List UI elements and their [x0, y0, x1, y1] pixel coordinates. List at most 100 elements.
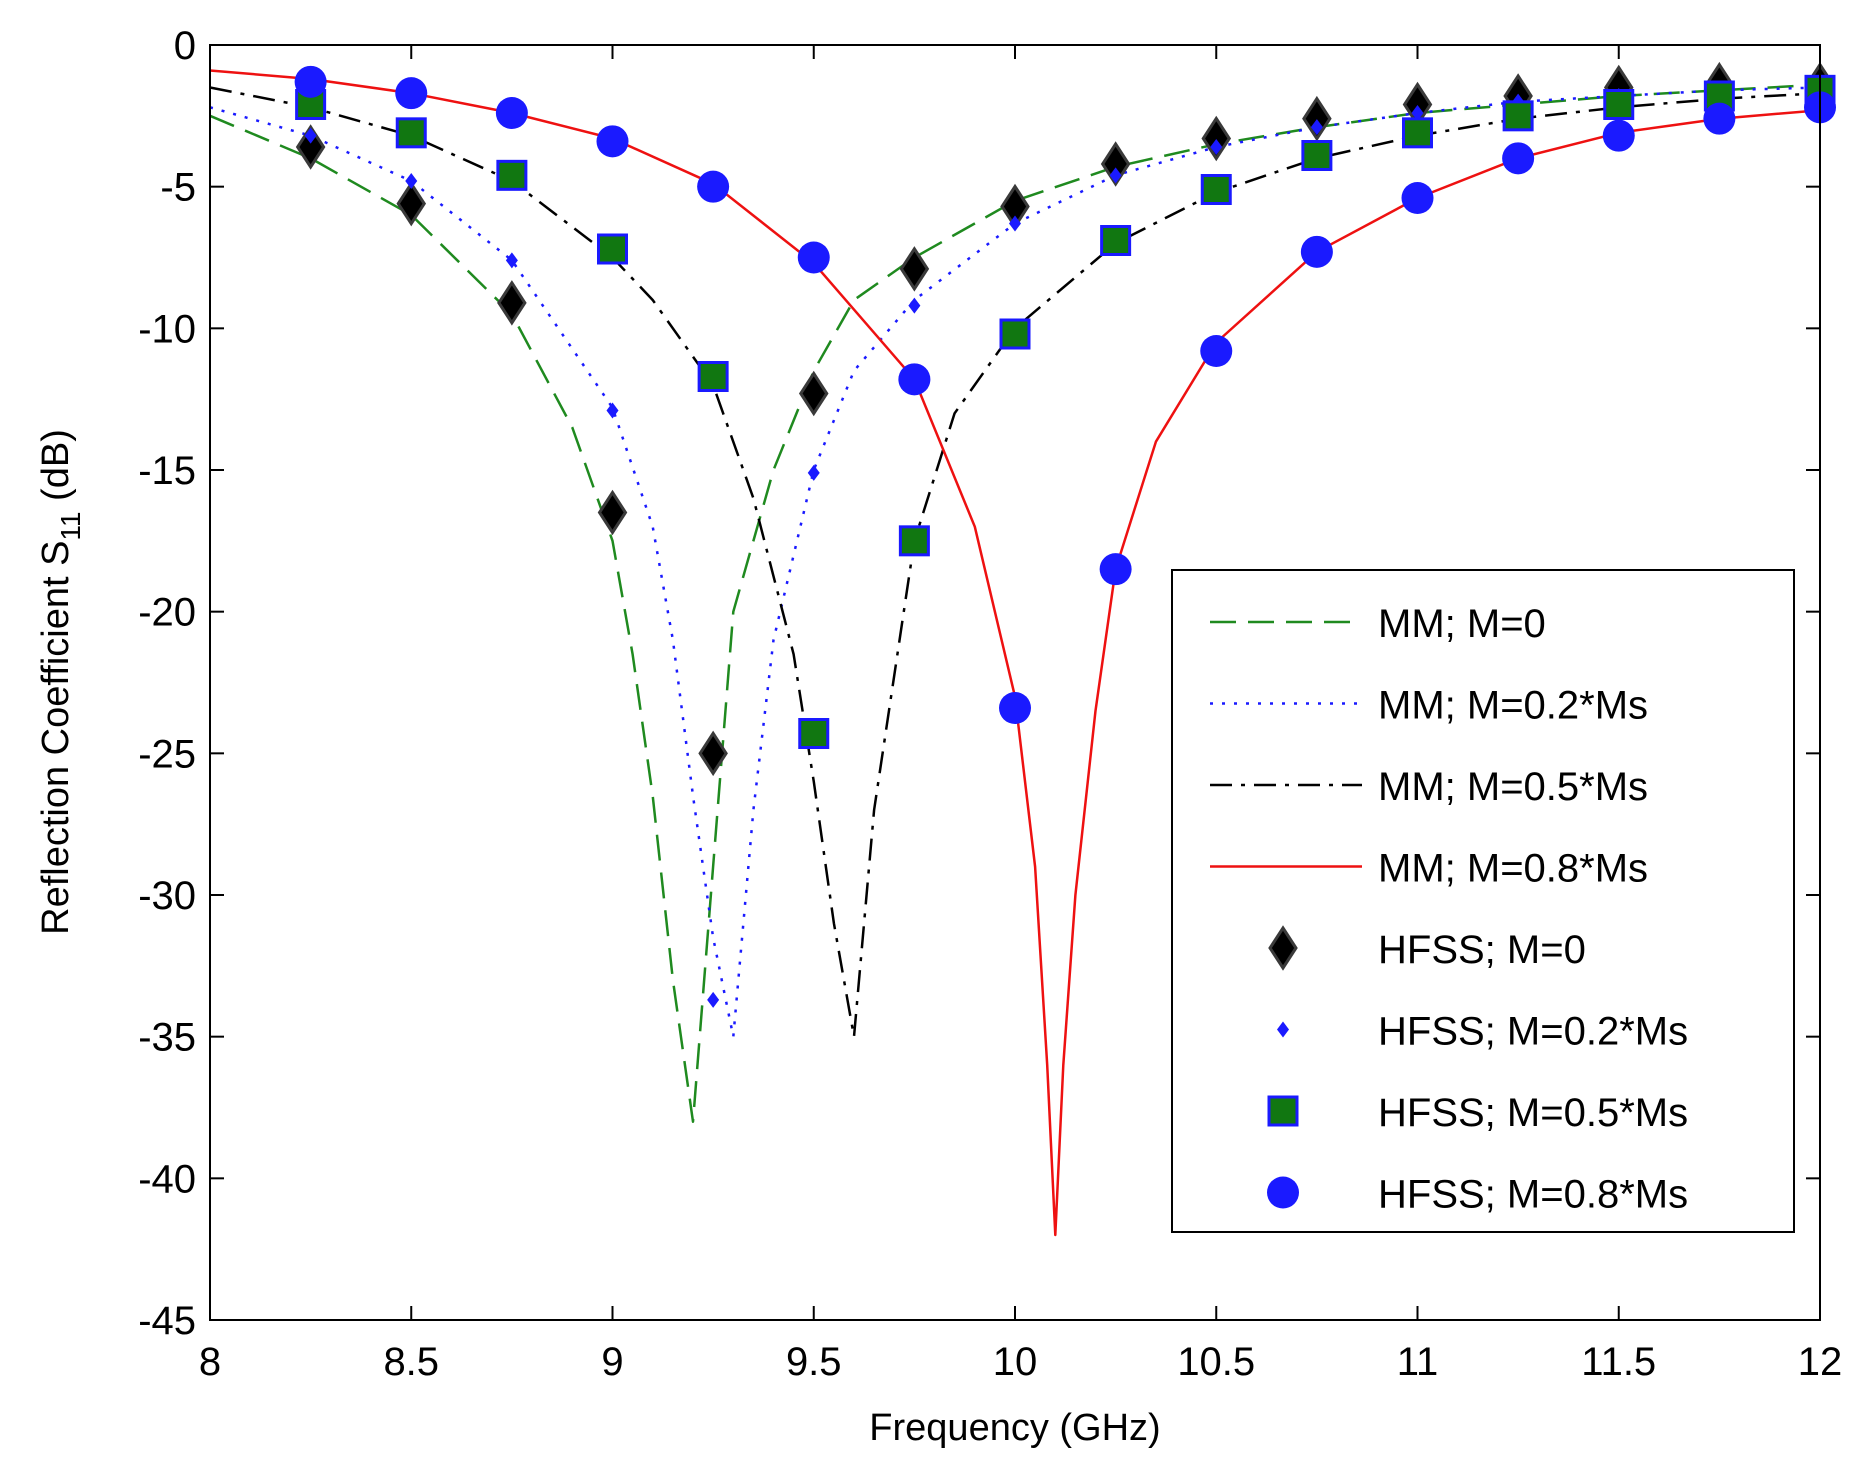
data-point	[1603, 89, 1635, 120]
data-point	[999, 318, 1031, 350]
x-tick-label: 10	[993, 1340, 1038, 1384]
data-point	[1099, 553, 1132, 586]
series-8	[294, 65, 1836, 724]
series-1	[209, 83, 1821, 1123]
x-tick-label: 11	[1397, 1340, 1439, 1384]
data-point	[1100, 225, 1132, 256]
legend-entry: MM; M=0.8*Ms	[1210, 847, 1648, 891]
data-point	[1200, 335, 1233, 367]
data-point	[698, 730, 728, 777]
data-point	[697, 361, 729, 392]
data-point	[908, 297, 921, 314]
y-tick-label: -20	[138, 591, 196, 635]
legend-swatch	[1267, 1176, 1299, 1209]
data-point	[1310, 119, 1323, 136]
data-point	[295, 124, 326, 170]
x-axis-title: Frequency (GHz)	[869, 1407, 1160, 1449]
data-point	[304, 127, 317, 144]
data-point	[596, 125, 629, 158]
legend-label: HFSS; M=0.8*Ms	[1378, 1173, 1688, 1217]
data-point	[496, 159, 528, 191]
legend-swatch	[1277, 1021, 1289, 1038]
y-axis-title-subscript: 11	[55, 511, 86, 540]
legend-entry: MM; M=0.5*Ms	[1210, 765, 1648, 809]
y-axis-title-unit: (dB)	[35, 429, 77, 511]
data-point	[1703, 102, 1736, 135]
series-3	[209, 86, 1821, 1038]
axis-layer: 8 8.5 9 9.5 10 10.5 11 11.5 12 0 -5 -10 -15 -20 -25 -30…	[138, 24, 1842, 1384]
data-point	[1100, 141, 1131, 187]
data-point	[395, 117, 427, 149]
legend-entry: HFSS; M=0.5*Ms	[1267, 1091, 1688, 1135]
data-point	[898, 525, 930, 557]
data-point	[1200, 174, 1232, 205]
data-point	[1602, 119, 1635, 152]
data-point	[1502, 100, 1534, 132]
legend-label: HFSS; M=0	[1378, 928, 1586, 972]
data-point	[899, 246, 930, 292]
y-axis-title-main: Reflection Coefficient S	[35, 541, 77, 935]
y-tick-label: -30	[138, 874, 196, 918]
legend-entry: HFSS; M=0	[1268, 925, 1586, 972]
data-point	[798, 370, 829, 417]
legend-label: HFSS; M=0.2*Ms	[1378, 1010, 1688, 1054]
x-tick-label: 11.5	[1581, 1340, 1656, 1384]
data-point	[898, 363, 931, 396]
data-point	[597, 489, 628, 536]
legend-entry: MM; M=0.2*Ms	[1210, 684, 1648, 728]
data-point	[497, 280, 527, 326]
y-axis-title: Reflection Coefficient S11 (dB)	[35, 429, 86, 935]
data-point	[807, 464, 820, 481]
data-point	[1009, 215, 1021, 232]
data-point	[1502, 142, 1535, 175]
x-tick-label: 10.5	[1177, 1340, 1255, 1384]
data-point	[1401, 182, 1434, 214]
series-line	[209, 86, 1821, 1038]
data-point	[798, 718, 830, 749]
data-point	[597, 233, 628, 265]
y-tick-label: -10	[138, 307, 196, 351]
y-tick-label: -45	[138, 1299, 196, 1343]
series-layer	[209, 61, 1836, 1237]
legend-swatch	[1268, 925, 1298, 971]
data-point	[797, 241, 830, 274]
data-point	[1210, 139, 1223, 155]
data-point	[1402, 117, 1433, 149]
y-tick-label: -25	[138, 732, 196, 776]
series-line	[209, 83, 1821, 1123]
y-tick-label: -40	[138, 1157, 196, 1201]
legend-label: MM; M=0.5*Ms	[1378, 765, 1648, 809]
y-tick-label: -5	[160, 166, 196, 210]
data-point	[495, 97, 528, 129]
x-tick-label: 8	[199, 1340, 221, 1384]
data-point	[396, 180, 427, 227]
data-point	[1301, 140, 1333, 171]
y-tick-label: -35	[138, 1016, 196, 1060]
data-point	[1411, 105, 1424, 121]
legend-swatch	[1267, 1095, 1299, 1127]
x-tick-label: 9.5	[786, 1340, 842, 1384]
x-tick-label: 12	[1798, 1340, 1843, 1384]
data-point	[1109, 167, 1122, 184]
legend-entry: HFSS; M=0.8*Ms	[1267, 1173, 1688, 1217]
legend: MM; M=0 MM; M=0.2*Ms MM; M=0.5*Ms MM; M=0.8…	[1171, 569, 1795, 1233]
data-point	[395, 77, 428, 110]
x-tick-label: 9	[601, 1340, 623, 1384]
legend-label: HFSS; M=0.5*Ms	[1378, 1091, 1688, 1135]
data-point	[697, 170, 730, 203]
y-tick-label: 0	[174, 24, 196, 68]
data-point	[1300, 235, 1333, 268]
data-point	[1302, 95, 1332, 142]
data-point	[294, 65, 327, 98]
series-7	[295, 74, 1836, 749]
data-point	[999, 692, 1031, 724]
legend-entry: HFSS; M=0.2*Ms	[1277, 1010, 1688, 1054]
legend-label: MM; M=0.2*Ms	[1378, 684, 1648, 728]
data-point	[606, 402, 619, 419]
legend-entry: MM; M=0	[1210, 602, 1546, 646]
data-point	[1201, 115, 1232, 162]
data-point	[405, 173, 418, 189]
data-point	[707, 991, 720, 1008]
y-tick-label: -15	[138, 449, 196, 493]
